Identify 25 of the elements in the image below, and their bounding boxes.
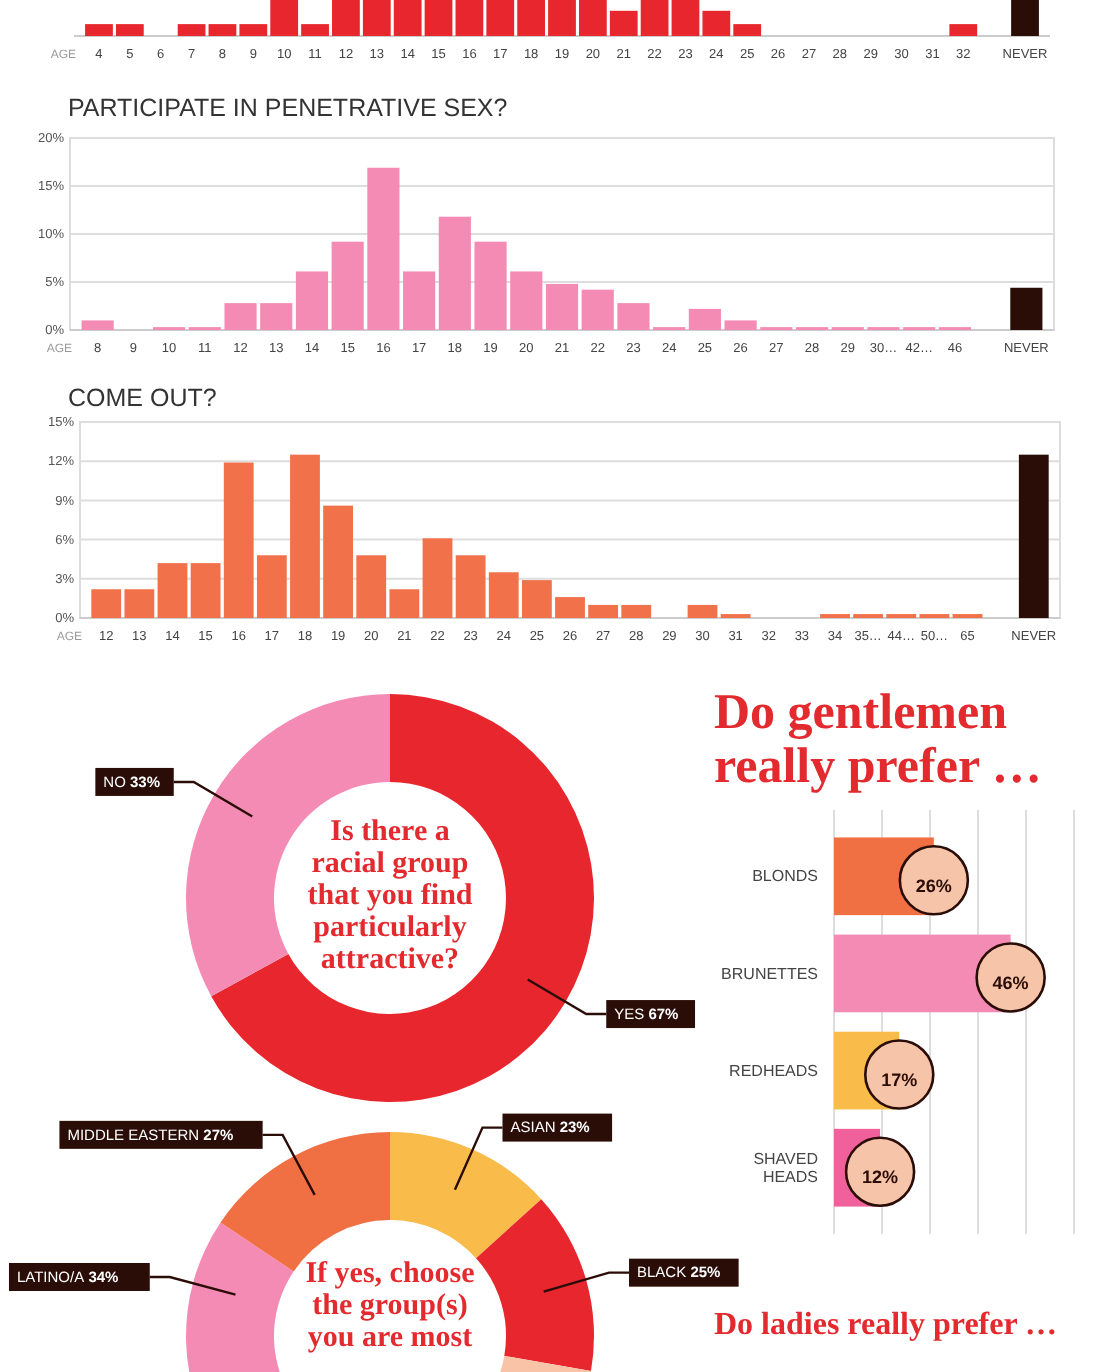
text: Do ladies really prefer … [714,1308,1058,1342]
bar [687,604,718,618]
chart-title: Do gentlemen really prefer … [714,686,1042,794]
donut-slice [211,694,594,1102]
bar [1018,454,1049,618]
data-label: 17% [881,1070,918,1091]
bar [422,538,453,618]
text: If yes, choose the group(s) you are most [305,1258,476,1354]
data-label: 26% [915,876,952,897]
bar [295,271,329,330]
y-tick-label: SHAVED HEADS [753,1149,819,1186]
text: Is there a racial group that you find particularly attractive? [307,816,474,976]
y-tick-label: REDHEADS [729,1061,818,1080]
chart-title: COME OUT? [68,384,217,412]
bar [545,283,579,330]
bar [81,320,114,330]
bar [688,308,721,330]
data-label: 46% [992,973,1029,994]
y-tick-label: BRUNETTES [721,964,818,983]
bar [403,271,436,330]
bar [1010,287,1043,330]
y-tick-label: BLONDS [752,867,818,886]
chart-title: PARTICIPATE IN PENETRATIVE SEX? [68,94,508,122]
bar [157,563,188,618]
data-label: 12% [862,1167,899,1188]
